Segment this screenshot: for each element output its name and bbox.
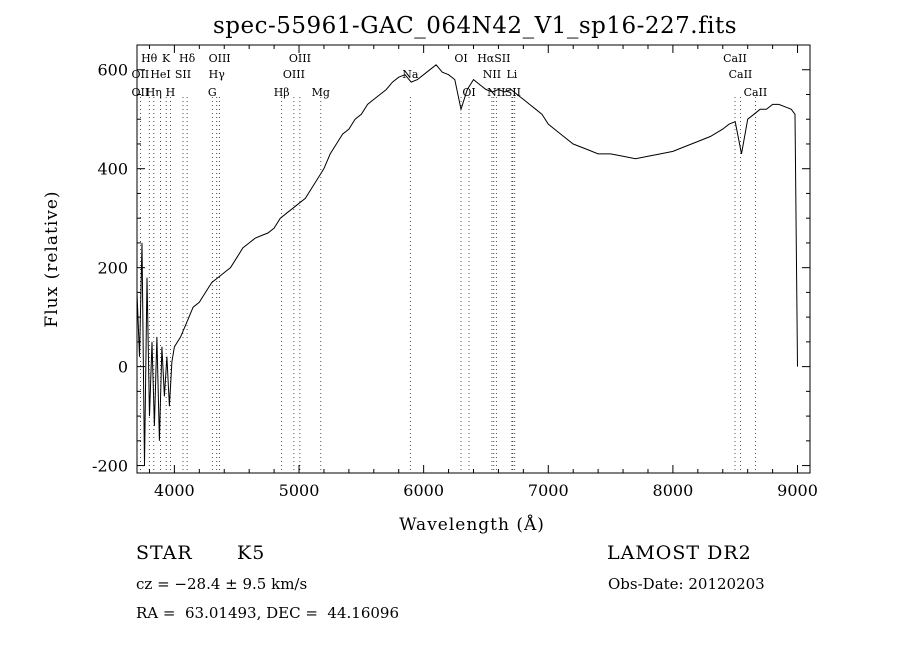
x-tick-label: 5000 [279, 481, 320, 500]
line-label: SII [505, 86, 521, 99]
line-label: OII [132, 86, 150, 99]
survey-name: LAMOST DR2 [607, 542, 752, 564]
y-tick-label: -200 [92, 457, 128, 476]
coordinates: RA = 63.01493, DEC = 44.16096 [136, 604, 400, 622]
x-tick-label: 8000 [653, 481, 694, 500]
line-label: NII [487, 86, 505, 99]
velocity-readout: cz = −28.4 ± 9.5 km/s [136, 575, 308, 593]
line-label: CaII [744, 86, 768, 99]
x-tick-label: 6000 [403, 481, 444, 500]
line-labels: Hθ K Hδ OIII OIII OI HαSII CaII OII HeI SII Hγ OIII N… [132, 52, 768, 99]
line-label: OI [462, 86, 475, 99]
x-axis-ticks: 4000 5000 6000 7000 8000 9000 [148, 45, 818, 500]
line-label: Hη [146, 86, 162, 99]
line-label: OI [454, 52, 467, 65]
y-tick-label: 200 [97, 259, 128, 278]
line-label: Hγ [209, 68, 226, 81]
line-label: OIII [289, 52, 311, 65]
line-label: Hδ [179, 52, 196, 65]
obs-date: Obs-Date: 20120203 [608, 575, 765, 593]
line-label: OIII [283, 68, 305, 81]
line-label: OIII [209, 52, 231, 65]
line-label: CaII [729, 68, 753, 81]
line-label: HαSII [477, 52, 510, 65]
line-label: Li [506, 68, 517, 81]
y-tick-label: 400 [97, 160, 128, 179]
line-label: K [162, 52, 171, 65]
y-tick-label: 600 [97, 61, 128, 80]
x-tick-label: 7000 [528, 481, 569, 500]
y-axis-label: Flux (relative) [42, 190, 62, 327]
spectral-subclass: K5 [237, 542, 266, 564]
x-axis-label: Wavelength (Å) [399, 514, 545, 535]
object-type: STAR [136, 542, 193, 564]
line-markers [140, 97, 756, 473]
line-label: H [166, 86, 176, 99]
line-label: Mg [312, 86, 330, 99]
x-tick-label: 9000 [777, 481, 818, 500]
y-axis-ticks: -200 0 200 400 600 [92, 44, 810, 476]
line-label: Hθ [141, 52, 158, 65]
line-label: Hβ [274, 86, 290, 99]
x-tick-label: 4000 [154, 481, 195, 500]
line-label: NII [483, 68, 501, 81]
plot-frame [136, 44, 811, 474]
line-label: G [208, 86, 217, 99]
line-label: CaII [723, 52, 747, 65]
line-label: OII [132, 68, 150, 81]
spectrum-line [136, 64, 798, 466]
line-label: SII [175, 68, 191, 81]
line-label: HeI [150, 68, 170, 81]
y-tick-label: 0 [118, 358, 128, 377]
line-label: Na [402, 68, 419, 81]
chart-title: spec-55961-GAC_064N42_V1_sp16-227.fits [213, 13, 737, 39]
